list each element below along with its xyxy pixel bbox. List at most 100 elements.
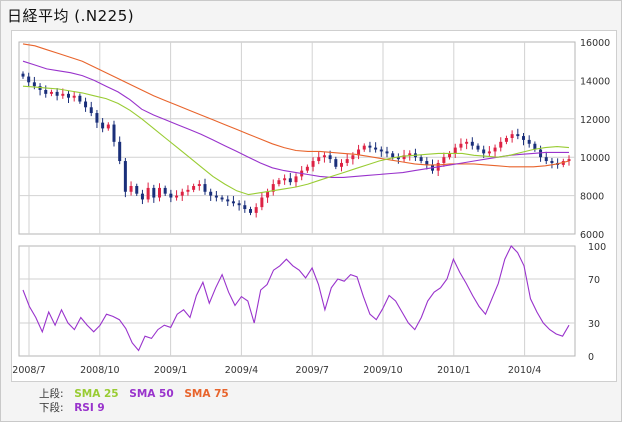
candle-body: [379, 149, 383, 152]
candle-body: [260, 197, 264, 208]
candle-body: [294, 176, 298, 183]
candle-body: [44, 90, 48, 94]
sma50-line: [22, 60, 569, 178]
candle-body: [533, 143, 537, 150]
price-tick-label: 10000: [580, 153, 610, 164]
candle-body: [152, 187, 156, 198]
candle-body: [106, 124, 110, 129]
candle-body: [516, 134, 520, 137]
candle-body: [146, 187, 150, 200]
x-tick-label: 2010/1: [437, 365, 470, 376]
price-tick-label: 16000: [580, 38, 610, 49]
candle-body: [231, 201, 235, 204]
candle-body: [21, 73, 25, 77]
candle-body: [32, 82, 36, 87]
candle-body: [340, 162, 343, 167]
candle-body: [61, 93, 65, 96]
candle-body: [123, 161, 127, 192]
legend-upper: 上段: SMA 25 SMA 50 SMA 75: [39, 386, 236, 401]
candle-body: [175, 195, 179, 198]
candle-body: [49, 91, 53, 94]
candle-body: [510, 134, 514, 138]
candle-body: [567, 159, 571, 162]
x-tick-label: 2010/4: [508, 365, 541, 376]
candle-body: [129, 186, 133, 192]
candle-body: [27, 76, 31, 83]
candle-body: [470, 141, 474, 146]
candle-body: [544, 157, 548, 162]
candle-body: [539, 149, 543, 158]
candle-body: [84, 101, 88, 108]
candle-body: [487, 151, 491, 154]
candle-body: [89, 107, 93, 114]
x-tick-label: 2009/10: [363, 365, 402, 376]
rsi-tick-label: 30: [588, 319, 600, 330]
rsi9-line: [22, 245, 570, 352]
candle-body: [118, 141, 122, 162]
candle-body: [305, 166, 309, 171]
legend-rsi9: RSI 9: [74, 402, 105, 414]
candle-body: [72, 95, 76, 98]
candle-body: [266, 191, 270, 198]
candle-body: [374, 147, 378, 150]
x-tick-label: 2008/10: [80, 365, 119, 376]
legend-lower: 下段: RSI 9: [39, 400, 112, 415]
candle-body: [226, 199, 230, 202]
candle-body: [271, 184, 275, 192]
candle-body: [243, 205, 247, 210]
candle-body: [408, 153, 412, 156]
candle-body: [186, 189, 190, 192]
candle-body: [499, 141, 503, 148]
legend-upper-label: 上段:: [39, 388, 64, 400]
candle-body: [277, 180, 281, 185]
candle-body: [101, 122, 105, 129]
candle-body: [476, 145, 480, 150]
candle-body: [192, 186, 196, 190]
candle-body: [55, 91, 59, 96]
legend-sma25: SMA 25: [74, 388, 119, 400]
legend-lower-label: 下段:: [39, 402, 64, 414]
candle-body: [67, 93, 70, 98]
candle-body: [180, 191, 184, 196]
candle-body: [459, 143, 463, 148]
rsi-tick-label: 70: [588, 275, 600, 286]
price-tick-label: 6000: [580, 230, 604, 241]
candle-body: [220, 197, 224, 200]
candle-body: [419, 157, 423, 162]
candle-body: [465, 141, 469, 144]
rsi-panel: [18, 245, 576, 357]
candle-body: [197, 184, 201, 186]
candle-body: [504, 138, 508, 142]
page-title: 日経平均 (.N225): [7, 7, 135, 25]
chart-area: 16000 14000 12000 10000 8000 6000 100 70 30 0 2008…: [11, 30, 617, 382]
candle-body: [158, 187, 161, 198]
candle-body: [112, 124, 116, 142]
candle-body: [561, 161, 565, 165]
price-panel: [18, 41, 576, 235]
candle-body: [163, 187, 167, 194]
candle-body: [362, 145, 366, 150]
candle-body: [322, 155, 326, 158]
sma75-line: [22, 43, 570, 168]
candle-body: [522, 136, 525, 140]
candle-body: [527, 139, 531, 144]
candle-body: [482, 149, 486, 154]
candle-body: [209, 191, 213, 196]
price-tick-label: 14000: [580, 76, 610, 87]
x-tick-label: 2008/7: [12, 365, 45, 376]
candle-body: [254, 207, 258, 213]
rsi-tick-label: 100: [588, 242, 606, 253]
candle-body: [402, 155, 406, 160]
price-tick-label: 12000: [580, 115, 610, 126]
candle-body: [391, 153, 395, 158]
price-tick-label: 8000: [580, 192, 604, 203]
sma25-line: [22, 85, 570, 196]
candle-body: [203, 184, 207, 192]
candle-body: [135, 186, 139, 194]
candle-body: [288, 178, 292, 183]
candle-body: [345, 159, 349, 163]
legend-sma75: SMA 75: [184, 388, 229, 400]
candle-body: [78, 95, 82, 102]
